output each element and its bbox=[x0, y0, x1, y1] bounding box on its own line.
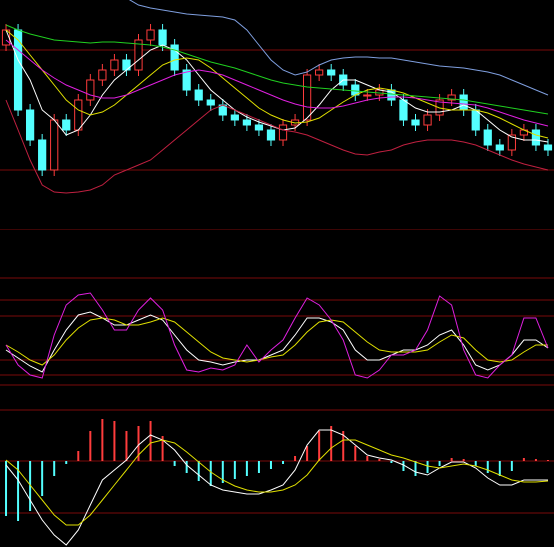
candle-body bbox=[447, 94, 456, 101]
indicator-line bbox=[5, 311, 549, 373]
candle-body bbox=[170, 44, 179, 71]
candle-body bbox=[194, 89, 203, 101]
candle-body bbox=[158, 29, 167, 46]
candle-body bbox=[495, 144, 504, 151]
candle-body bbox=[543, 144, 553, 151]
indicator-line bbox=[5, 317, 548, 366]
indicator-line bbox=[5, 439, 549, 526]
candle-body bbox=[86, 79, 95, 101]
indicator-line bbox=[5, 39, 549, 127]
candle-body bbox=[13, 29, 23, 111]
candle-body bbox=[302, 74, 312, 121]
candle-body bbox=[423, 114, 432, 126]
candle-body bbox=[411, 119, 420, 126]
candle-body bbox=[363, 94, 372, 97]
candle-body bbox=[242, 119, 252, 126]
indicator-line bbox=[5, 24, 549, 115]
candle-body bbox=[134, 39, 143, 71]
candle-body bbox=[110, 59, 119, 71]
candle-body bbox=[507, 134, 516, 151]
candle-body bbox=[25, 109, 35, 141]
candle-body bbox=[327, 69, 336, 76]
candle-body bbox=[38, 139, 47, 171]
indicator-line bbox=[5, 429, 548, 546]
candle-body bbox=[62, 119, 71, 131]
candle-body bbox=[74, 99, 83, 131]
candle-body bbox=[98, 69, 107, 81]
candle-body bbox=[483, 129, 492, 146]
indicator-line bbox=[5, 29, 549, 139]
candle-body bbox=[50, 119, 59, 171]
candle-body bbox=[278, 124, 288, 141]
indicator-line bbox=[5, 99, 549, 194]
candle-body bbox=[531, 129, 541, 146]
candle-body bbox=[399, 99, 408, 121]
candle-body bbox=[254, 124, 264, 131]
candle-body bbox=[471, 109, 480, 131]
candle-body bbox=[459, 94, 468, 111]
candle-body bbox=[146, 29, 155, 41]
indicator-line bbox=[5, 292, 549, 379]
panel bbox=[0, 410, 554, 546]
candle-body bbox=[266, 129, 276, 141]
candle-body bbox=[315, 69, 324, 76]
candle-body bbox=[206, 99, 215, 106]
panel bbox=[0, 0, 554, 230]
candle-body bbox=[230, 114, 239, 121]
candle-body bbox=[182, 69, 191, 91]
indicator-line bbox=[128, 0, 549, 96]
panel bbox=[0, 277, 554, 410]
